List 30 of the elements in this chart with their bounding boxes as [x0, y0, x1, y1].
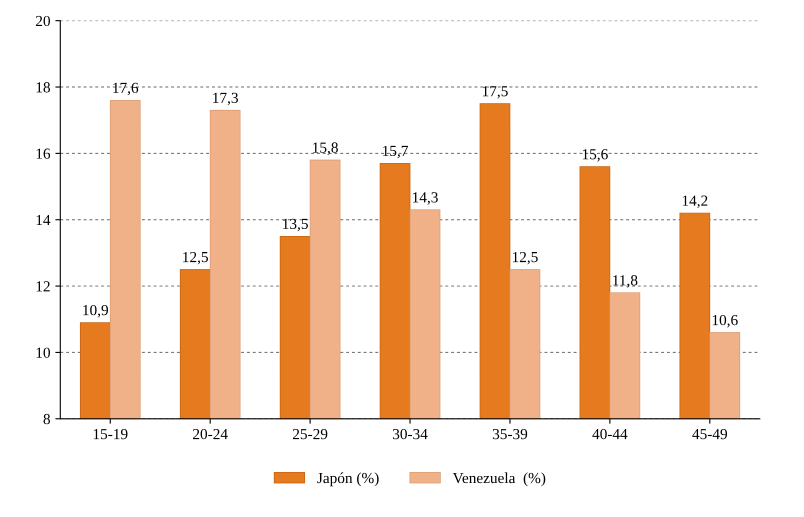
data-label: 14,3: [413, 192, 438, 205]
data-label: 17,5: [482, 86, 508, 99]
x-tick-label: 35-39: [492, 428, 528, 440]
data-label: 17,3: [213, 92, 238, 106]
y-tick-label: 20: [36, 16, 50, 26]
y-tick-label: 12: [36, 281, 50, 292]
data-label: 10,6: [712, 314, 738, 328]
y-tick-label: 16: [36, 148, 50, 159]
data-label: 14,2: [682, 196, 708, 208]
y-tick-label: 8: [44, 414, 50, 424]
x-tick-label: 40-44: [592, 428, 628, 440]
data-label: 12,5: [183, 252, 208, 264]
data-label: 17,6: [113, 82, 138, 96]
y-tick-label: 18: [36, 82, 50, 92]
x-tick-label: 15-19: [94, 428, 128, 440]
y-tick-label: 10: [36, 348, 50, 358]
data-label: 10,9: [83, 304, 108, 318]
legend-label: Japón (%): [317, 472, 379, 486]
data-label: 12,5: [512, 252, 538, 264]
data-label: 15,6: [582, 149, 608, 162]
x-tick-label: 30-34: [392, 428, 428, 440]
data-label: 15,7: [383, 146, 408, 158]
x-tick-label: 25-29: [292, 428, 328, 440]
data-label: 15,8: [313, 142, 338, 155]
y-tick-label: 14: [36, 214, 50, 226]
data-label: 13,5: [283, 218, 308, 232]
legend-label: Venezuela (%): [452, 472, 546, 486]
data-label: 11,8: [613, 275, 638, 288]
x-tick-label: 20-24: [193, 428, 228, 440]
x-tick-label: 45-49: [692, 428, 728, 440]
